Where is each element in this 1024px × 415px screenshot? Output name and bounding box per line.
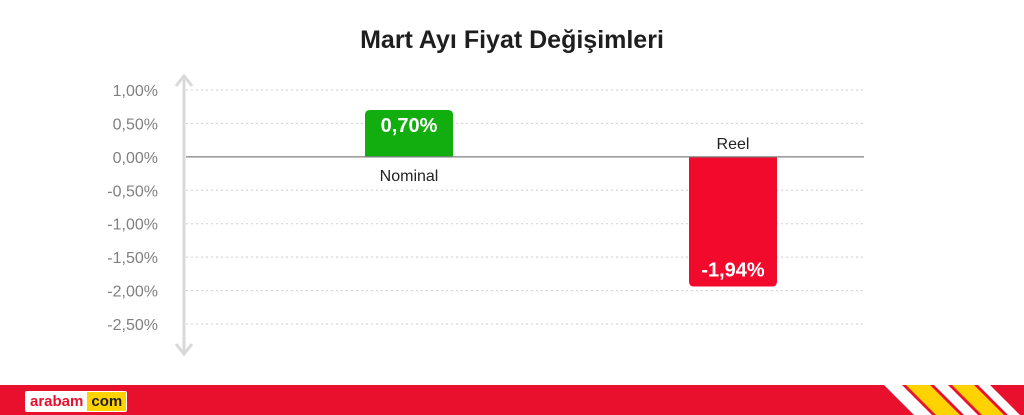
- bar-nominal: [365, 110, 453, 157]
- y-tick-label: -1,00%: [107, 217, 158, 234]
- y-tick-labels: 1,00% 0,50% 0,00% -0,50% -1,00% -1,50% -2,00% -…: [107, 83, 158, 334]
- bars: 0,70% Nominal -1,94% Reel: [365, 110, 777, 287]
- y-tick-label: -2,00%: [107, 284, 158, 301]
- bar-reel: [689, 156, 777, 287]
- data-label: 0,70%: [381, 115, 438, 137]
- y-tick-label: 0,00%: [113, 150, 158, 167]
- chart-title: Mart Ayı Fiyat Değişimleri: [360, 26, 664, 54]
- y-tick-label: -1,50%: [107, 250, 158, 267]
- data-label: -1,94%: [701, 260, 765, 282]
- category-label: Reel: [717, 136, 750, 153]
- y-tick-label: 1,00%: [113, 83, 158, 100]
- y-axis-arrow: [174, 73, 194, 357]
- category-label: Nominal: [380, 168, 439, 185]
- footer-bar: arabam com: [0, 385, 1024, 415]
- y-tick-label: -2,50%: [107, 317, 158, 334]
- logo-text-com: com: [87, 392, 127, 411]
- arabam-logo[interactable]: arabam com: [25, 391, 128, 412]
- y-tick-label: -0,50%: [107, 183, 158, 200]
- y-tick-label: 0,50%: [113, 116, 158, 133]
- decorative-stripes: [884, 385, 1024, 415]
- bar-chart: 1,00% 0,50% 0,00% -0,50% -1,00% -1,50% -2,00% -…: [107, 73, 864, 357]
- logo-text-arabam: arabam: [26, 392, 88, 411]
